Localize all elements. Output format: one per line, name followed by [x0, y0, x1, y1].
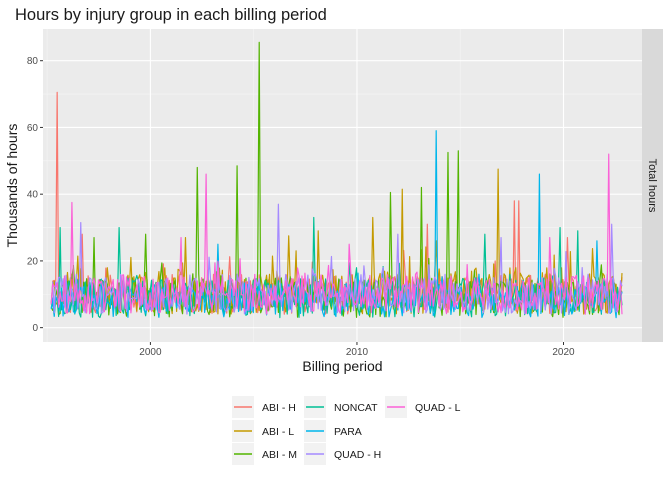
major-gridlines	[43, 29, 642, 342]
legend-label-abi-l: ABI - L	[262, 426, 294, 438]
series-lines	[50, 41, 623, 319]
x-axis-ticks: 2000 2010 2020	[139, 342, 575, 358]
y-tick-label: 40	[27, 190, 39, 201]
x-tick-label: 2020	[552, 347, 575, 358]
legend-label-abi-h: ABI - H	[262, 402, 296, 414]
facet-strip-label: Total hours	[646, 159, 658, 213]
series-line-quad-l	[50, 153, 623, 315]
legend-label-quad-l: QUAD - L	[415, 402, 461, 414]
legend-label-quad-h: QUAD - H	[334, 449, 381, 461]
x-axis-title: Billing period	[302, 358, 382, 374]
y-axis-ticks: 0 20 40 60 80	[27, 56, 43, 334]
legend-label-para: PARA	[334, 426, 362, 438]
x-tick-label: 2000	[139, 347, 162, 358]
y-tick-label: 20	[27, 256, 39, 267]
y-tick-label: 0	[32, 323, 38, 334]
legend: ABI - H ABI - L ABI - M NONCAT PARA QUAD - H Q…	[232, 396, 461, 465]
y-tick-label: 60	[27, 123, 39, 134]
x-tick-label: 2010	[346, 347, 369, 358]
y-axis-title: Thousands of hours	[4, 124, 20, 248]
legend-label-abi-m: ABI - M	[262, 449, 297, 461]
chart-title: Hours by injury group in each billing pe…	[15, 6, 327, 24]
legend-label-noncat: NONCAT	[334, 402, 378, 414]
facet-strip	[642, 29, 663, 342]
y-tick-label: 80	[27, 56, 39, 67]
